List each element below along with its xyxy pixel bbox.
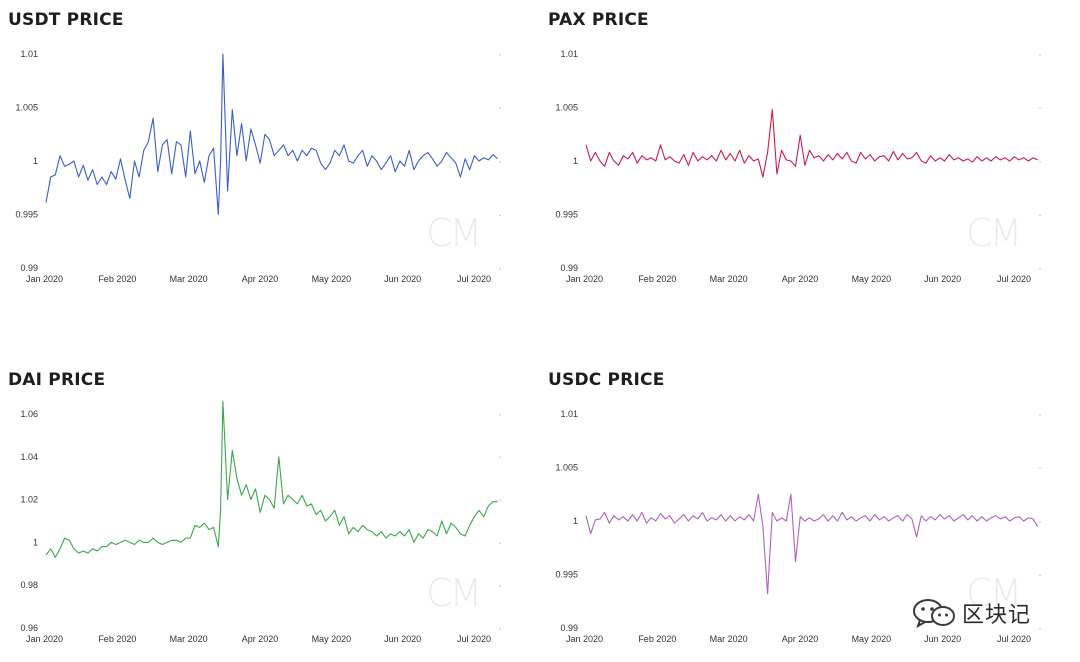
y-tick-label: 1.06 xyxy=(20,409,38,419)
y-tick-label: 1 xyxy=(33,156,38,166)
usdc-price-panel: USDC PRICE CM 1.01 1.005 1 0.995 0.99 Jan 2020… xyxy=(548,370,1048,660)
panel-title: DAI PRICE xyxy=(8,370,106,390)
x-tick-label: Feb 2020 xyxy=(98,634,136,644)
y-tick-label: 1.02 xyxy=(20,495,38,505)
y-tick-label: 1.005 xyxy=(15,103,38,113)
x-tick-label: Feb 2020 xyxy=(98,274,136,284)
panel-title: USDC PRICE xyxy=(548,370,665,390)
price-series-line xyxy=(585,109,1038,178)
x-tick-label: Apr 2020 xyxy=(782,274,819,284)
y-tick-label: 1.04 xyxy=(20,452,38,462)
x-tick-label: Apr 2020 xyxy=(242,274,279,284)
y-tick-label: 1 xyxy=(573,516,578,526)
x-tick-label: Jan 2020 xyxy=(26,274,63,284)
y-tick-label: 0.995 xyxy=(15,210,38,220)
x-tick-label: Jul 2020 xyxy=(997,634,1031,644)
y-tick-label: 1.01 xyxy=(20,49,38,59)
x-tick-label: May 2020 xyxy=(852,634,892,644)
watermark-text: CM xyxy=(426,571,479,615)
usdt-price-panel: USDT PRICE CM 1.01 1.005 1 0.995 0.99 Jan 2020… xyxy=(8,10,508,300)
dai-price-panel: DAI PRICE CM 1.06 1.04 1.02 1 0.98 0.96 Jan 202… xyxy=(8,370,508,660)
x-tick-label: May 2020 xyxy=(852,274,892,284)
y-tick-label: 1.01 xyxy=(560,49,578,59)
price-series-line xyxy=(45,400,498,558)
x-tick-label: Apr 2020 xyxy=(242,634,279,644)
wechat-icon xyxy=(913,599,955,629)
x-tick-label: Jun 2020 xyxy=(384,274,421,284)
x-tick-label: Mar 2020 xyxy=(710,634,748,644)
y-tick-label: 1.01 xyxy=(560,409,578,419)
watermark-text: CM xyxy=(966,211,1019,255)
watermark-text: CM xyxy=(426,211,479,255)
watermark-text: CM xyxy=(966,571,1019,615)
x-tick-label: Jul 2020 xyxy=(997,274,1031,284)
y-tick-label: 0.96 xyxy=(20,623,38,633)
panel-title: PAX PRICE xyxy=(548,10,649,30)
x-tick-label: Feb 2020 xyxy=(638,274,676,284)
y-tick-label: 0.99 xyxy=(560,623,578,633)
x-tick-label: Jul 2020 xyxy=(457,634,491,644)
x-tick-label: May 2020 xyxy=(312,634,352,644)
price-series-line xyxy=(585,493,1039,595)
x-tick-label: May 2020 xyxy=(312,274,352,284)
x-tick-label: Apr 2020 xyxy=(782,634,819,644)
panel-title: USDT PRICE xyxy=(8,10,124,30)
y-tick-label: 0.99 xyxy=(20,263,38,273)
x-tick-label: Feb 2020 xyxy=(638,634,676,644)
y-tick-label: 0.995 xyxy=(555,210,578,220)
y-tick-label: 1.005 xyxy=(555,103,578,113)
wechat-account-stamp: 区块记 xyxy=(912,596,1031,630)
y-tick-label: 0.995 xyxy=(555,570,578,580)
x-tick-label: Jul 2020 xyxy=(457,274,491,284)
x-tick-label: Jun 2020 xyxy=(384,634,421,644)
x-tick-label: Jan 2020 xyxy=(26,634,63,644)
x-tick-label: Jun 2020 xyxy=(924,634,961,644)
pax-price-panel: PAX PRICE CM 1.01 1.005 1 0.995 0.99 Jan 2020 F… xyxy=(548,10,1048,300)
x-tick-label: Jan 2020 xyxy=(566,274,603,284)
y-tick-label: 1.005 xyxy=(555,463,578,473)
y-tick-label: 0.99 xyxy=(560,263,578,273)
price-series-line xyxy=(45,53,499,216)
x-tick-label: Mar 2020 xyxy=(710,274,748,284)
x-tick-label: Mar 2020 xyxy=(170,274,208,284)
x-tick-label: Mar 2020 xyxy=(170,634,208,644)
y-tick-label: 0.98 xyxy=(20,580,38,590)
y-tick-label: 1 xyxy=(573,156,578,166)
x-tick-label: Jan 2020 xyxy=(566,634,603,644)
x-tick-label: Jun 2020 xyxy=(924,274,961,284)
stamp-text: 区块记 xyxy=(962,603,1032,628)
y-tick-label: 1 xyxy=(33,537,38,547)
